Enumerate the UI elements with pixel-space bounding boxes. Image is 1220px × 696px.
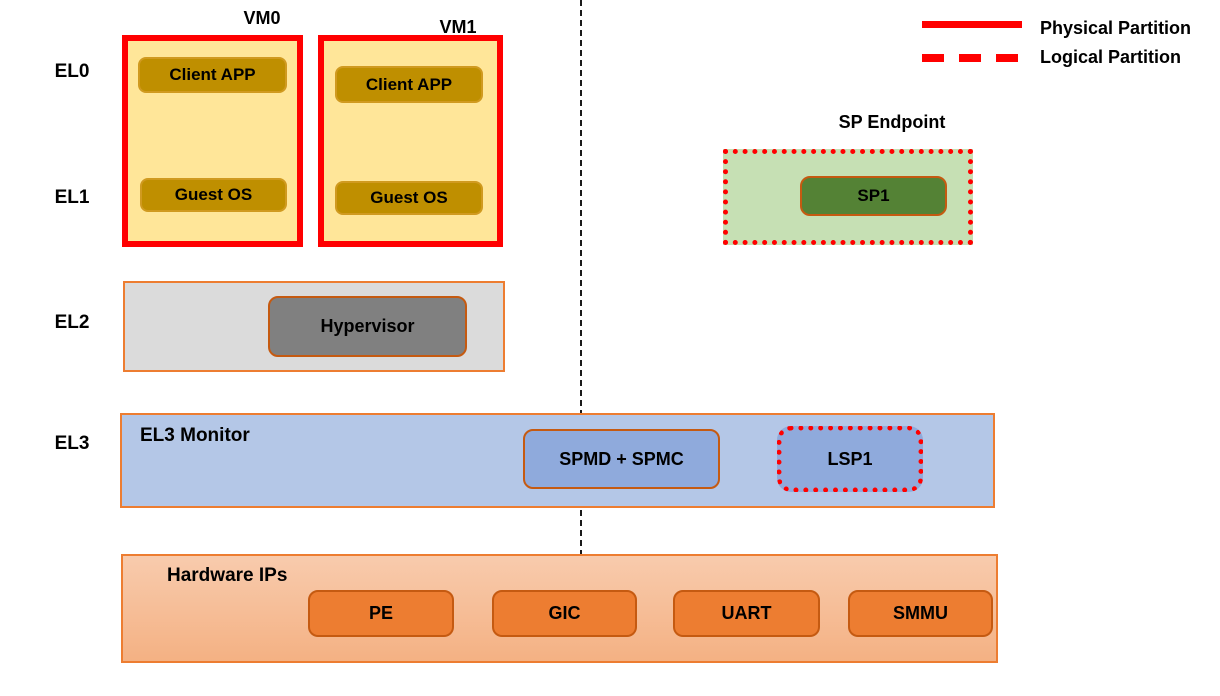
vm0-guest-os-box: Guest OS: [140, 178, 287, 212]
legend-dashed-line-icon: [922, 54, 1018, 62]
lsp1-box: LSP1: [777, 426, 923, 492]
uart-box: UART: [673, 590, 820, 637]
pe-box: PE: [308, 590, 454, 637]
el2-label: EL2: [54, 312, 90, 333]
smmu-box: SMMU: [848, 590, 993, 637]
vm1-client-app-box: Client APP: [335, 66, 483, 103]
hypervisor-box: Hypervisor: [268, 296, 467, 357]
legend-physical-label: Physical Partition: [1040, 18, 1192, 38]
spmd-spmc-box: SPMD + SPMC: [523, 429, 720, 489]
sp1-box: SP1: [800, 176, 947, 216]
partition-divider-line: [580, 0, 582, 554]
vm0-client-app-box: Client APP: [138, 57, 287, 93]
sp-endpoint-title: SP Endpoint: [838, 111, 946, 132]
vm1-title: VM1: [439, 16, 477, 37]
gic-box: GIC: [492, 590, 637, 637]
vm0-title: VM0: [243, 7, 281, 28]
vm1-guest-os-box: Guest OS: [335, 181, 483, 215]
el0-label: EL0: [54, 61, 90, 82]
el3-monitor-title: EL3 Monitor: [140, 425, 250, 446]
hardware-ips-title: Hardware IPs: [167, 565, 288, 586]
legend-logical-label: Logical Partition: [1040, 47, 1182, 67]
legend-solid-line-icon: [922, 21, 1022, 28]
el3-label: EL3: [54, 433, 90, 454]
el1-label: EL1: [54, 187, 90, 208]
